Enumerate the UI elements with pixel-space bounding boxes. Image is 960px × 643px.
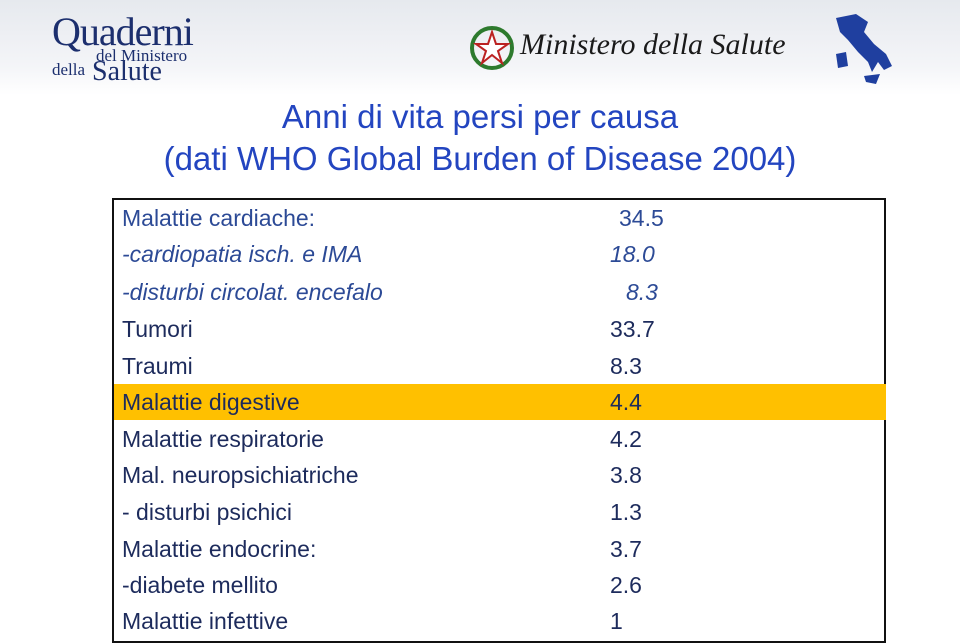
value-cell: 8.3	[626, 279, 658, 305]
logo-text: della	[52, 60, 86, 79]
value-cell: 1.3	[610, 499, 642, 525]
table-row: Malattie cardiache: 34.5	[114, 200, 886, 236]
label-cell: -diabete mellito	[122, 572, 278, 598]
value-cell: 18.0	[610, 241, 655, 267]
label-cell: Traumi	[122, 353, 193, 379]
label-cell: -disturbi circolat. encefalo	[122, 279, 383, 305]
table-row: -diabete mellito 2.6	[114, 567, 886, 603]
label-cell: Malattie cardiache:	[122, 205, 316, 231]
label-cell: Malattie digestive	[122, 389, 300, 415]
logo-text: del Ministero	[96, 46, 188, 65]
value-cell: 4.4	[610, 389, 642, 415]
emblem	[470, 26, 514, 70]
table-row: - disturbi psichici 1.3	[114, 494, 886, 530]
table-row: -cardiopatia isch. e IMA 18.0	[114, 236, 886, 272]
value-cell: 4.2	[610, 426, 642, 452]
value-cell: 3.7	[610, 536, 642, 562]
value-cell: 34.5	[619, 205, 664, 231]
ministry-name: Ministero della Salute	[520, 28, 786, 61]
logo-text: Salute	[92, 56, 162, 87]
title-line: Anni di vita persi per causa	[281, 98, 679, 135]
table-row: Malattie infettive 1	[114, 603, 886, 639]
data-table: Malattie cardiache: 34.5 -cardiopatia isch…	[112, 198, 886, 643]
label-cell: Tumori	[122, 316, 193, 342]
table-row: -disturbi circolat. encefalo 8.3	[114, 274, 886, 310]
table-row: Malattie endocrine: 3.7	[114, 531, 886, 567]
table-row: Malattie respiratorie 4.2	[114, 421, 886, 457]
value-cell: 33.7	[610, 316, 655, 342]
table-row: Tumori 33.7	[114, 311, 886, 347]
label-cell: Malattie infettive	[122, 608, 289, 634]
italy-map	[836, 14, 892, 84]
value-cell: 8.3	[610, 353, 642, 379]
label-cell: Malattie endocrine:	[122, 536, 317, 562]
table-row: Traumi 8.3	[114, 348, 886, 384]
value-cell: 3.8	[610, 462, 642, 488]
value-cell: 2.6	[610, 572, 642, 598]
label-cell: -cardiopatia isch. e IMA	[122, 241, 363, 267]
logo-text: Quaderni	[52, 9, 194, 54]
table-row: Mal. neuropsichiatriche 3.8	[114, 457, 886, 493]
label-cell: - disturbi psichici	[122, 499, 292, 525]
value-cell: 1	[610, 608, 623, 634]
label-cell: Malattie respiratorie	[122, 426, 324, 452]
label-cell: Mal. neuropsichiatriche	[122, 462, 359, 488]
table-row: Malattie digestive 4.4	[114, 384, 886, 420]
title-line: (dati WHO Global Burden of Disease 2004)	[163, 140, 797, 177]
